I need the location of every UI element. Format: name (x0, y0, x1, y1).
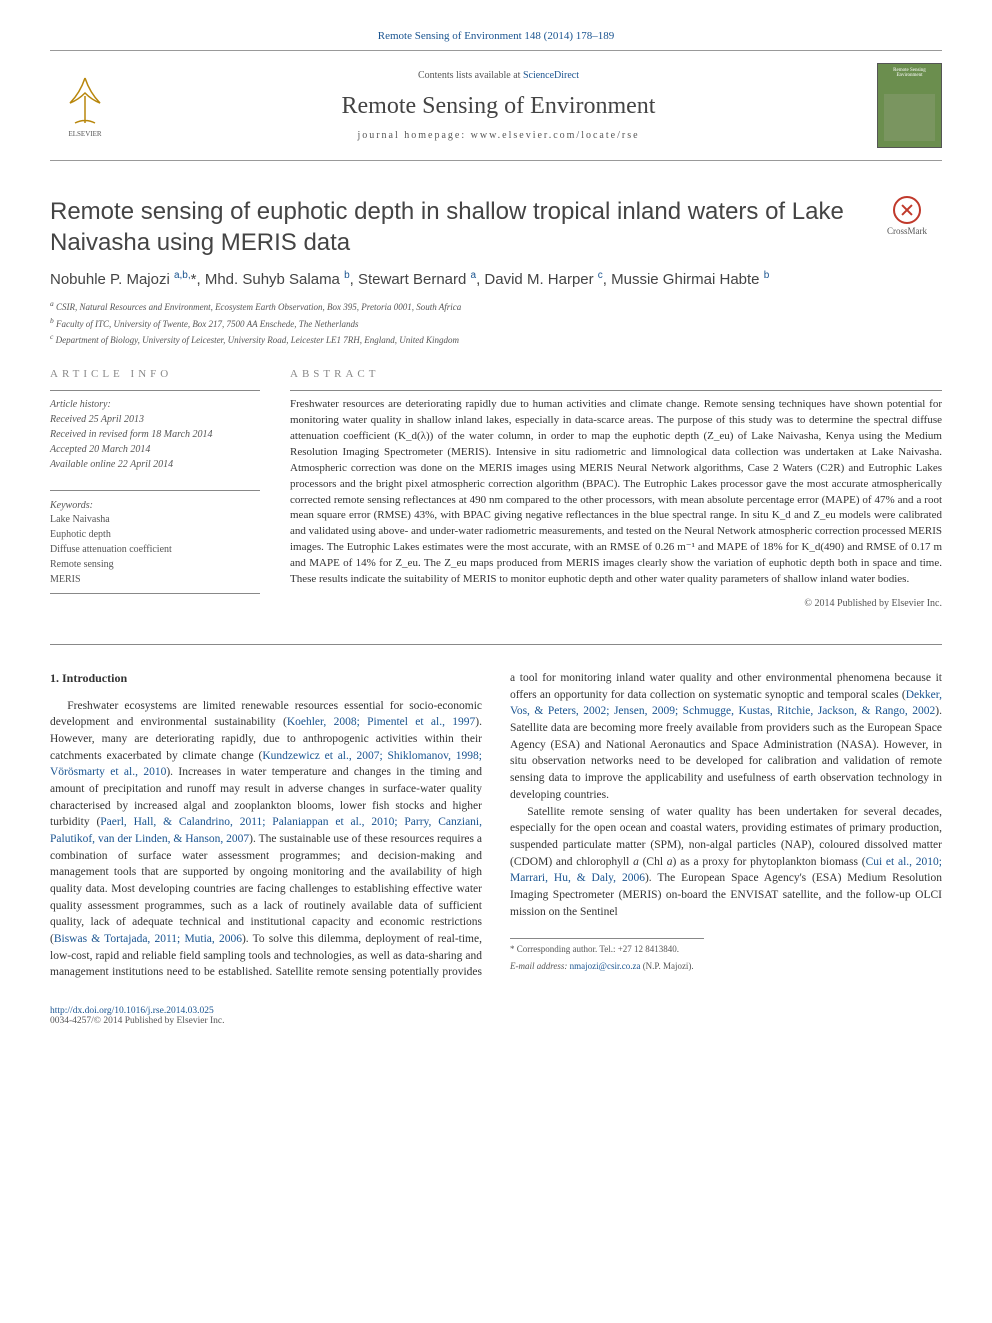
abstract-copyright: © 2014 Published by Elsevier Inc. (290, 598, 942, 609)
history-revised: Received in revised form 18 March 2014 (50, 427, 260, 442)
crossmark-icon (893, 196, 921, 224)
article-info-label: article info (50, 368, 260, 380)
history-received: Received 25 April 2013 (50, 412, 260, 427)
keywords-label: Keywords: (50, 500, 93, 511)
keyword: Diffuse attenuation coefficient (50, 542, 260, 557)
email-link[interactable]: nmajozi@csir.co.za (570, 961, 641, 971)
doi-link[interactable]: http://dx.doi.org/10.1016/j.rse.2014.03.… (50, 1006, 214, 1016)
affiliation-a: a CSIR, Natural Resources and Environmen… (50, 298, 942, 315)
keyword: Remote sensing (50, 557, 260, 572)
keyword: Lake Naivasha (50, 512, 260, 527)
history-label: Article history: (50, 397, 260, 412)
journal-reference: Remote Sensing of Environment 148 (2014)… (50, 30, 942, 42)
email-footnote: E-mail address: nmajozi@csir.co.za (N.P.… (510, 960, 942, 973)
body-paragraph: Satellite remote sensing of water qualit… (510, 804, 942, 921)
crossmark-label: CrossMark (872, 226, 942, 236)
affiliations: a CSIR, Natural Resources and Environmen… (50, 298, 942, 348)
history-online: Available online 22 April 2014 (50, 457, 260, 472)
journal-cover-thumbnail: Remote Sensing Environment (877, 63, 942, 148)
article-title: Remote sensing of euphotic depth in shal… (50, 196, 852, 258)
keyword: Euphotic depth (50, 527, 260, 542)
authors: Nobuhle P. Majozi a,b,*, Mhd. Suhyb Sala… (50, 270, 942, 288)
journal-header: ELSEVIER Contents lists available at Sci… (50, 50, 942, 161)
article-body: 1. Introduction Freshwater ecosystems ar… (50, 670, 942, 981)
sciencedirect-link[interactable]: ScienceDirect (523, 70, 579, 81)
issn-copyright: 0034-4257/© 2014 Published by Elsevier I… (50, 1016, 225, 1026)
abstract-text: Freshwater resources are deteriorating r… (290, 390, 942, 588)
elsevier-logo: ELSEVIER (50, 68, 120, 143)
crossmark-badge[interactable]: CrossMark (872, 196, 942, 236)
affiliation-c: c Department of Biology, University of L… (50, 331, 942, 348)
citation-link[interactable]: Biswas & Tortajada, 2011; Mutia, 2006 (54, 933, 242, 945)
journal-name: Remote Sensing of Environment (120, 93, 877, 120)
history-accepted: Accepted 20 March 2014 (50, 442, 260, 457)
journal-ref-link[interactable]: Remote Sensing of Environment 148 (2014)… (378, 30, 614, 42)
page-footer: http://dx.doi.org/10.1016/j.rse.2014.03.… (50, 1006, 942, 1026)
contents-available: Contents lists available at ScienceDirec… (120, 70, 877, 81)
section-heading-introduction: 1. Introduction (50, 670, 482, 687)
keyword: MERIS (50, 572, 260, 587)
corresponding-author-footnote: * Corresponding author. Tel.: +27 12 841… (510, 943, 942, 956)
journal-homepage: journal homepage: www.elsevier.com/locat… (120, 130, 877, 141)
citation-link[interactable]: Koehler, 2008; Pimentel et al., 1997 (287, 716, 475, 728)
svg-text:ELSEVIER: ELSEVIER (68, 130, 101, 138)
affiliation-b: b Faculty of ITC, University of Twente, … (50, 315, 942, 332)
abstract-label: abstract (290, 368, 942, 380)
